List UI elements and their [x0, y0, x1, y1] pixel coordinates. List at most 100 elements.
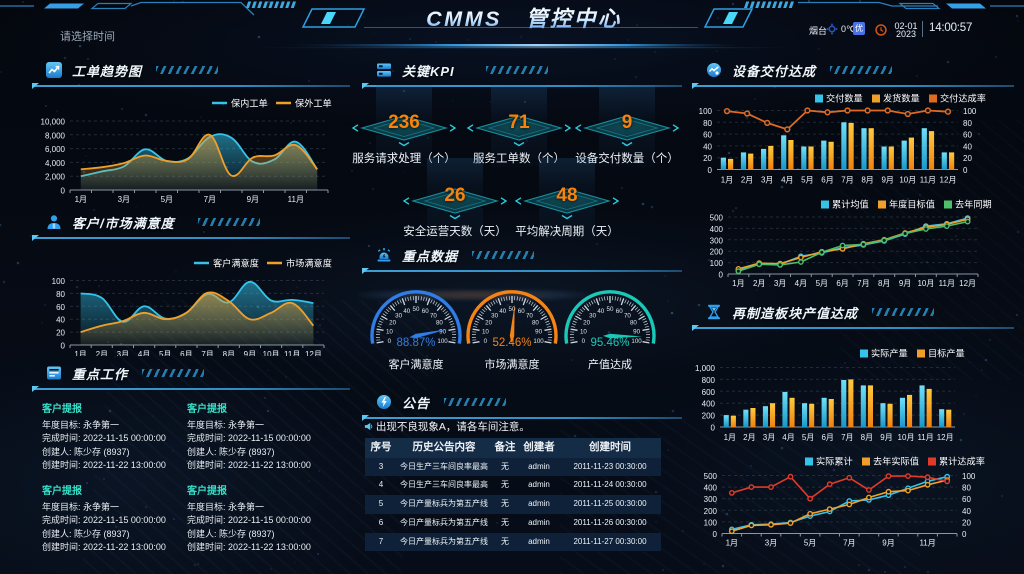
- svg-text:1月: 1月: [721, 176, 733, 185]
- svg-text:3月: 3月: [763, 433, 775, 442]
- svg-text:60: 60: [616, 308, 623, 315]
- svg-text:实际累计: 实际累计: [816, 456, 853, 467]
- svg-text:20: 20: [703, 154, 712, 163]
- svg-text:8月: 8月: [223, 350, 235, 356]
- svg-text:0: 0: [61, 342, 66, 351]
- svg-text:实际产量: 实际产量: [871, 348, 908, 359]
- svg-text:100: 100: [963, 107, 977, 116]
- svg-text:5月: 5月: [816, 279, 828, 288]
- svg-text:100: 100: [699, 107, 713, 116]
- svg-text:交付达成率: 交付达成率: [940, 93, 986, 104]
- svg-text:市场满意度: 市场满意度: [286, 258, 332, 269]
- svg-text:1月: 1月: [726, 539, 738, 548]
- svg-text:12月: 12月: [937, 433, 954, 442]
- svg-text:8月: 8月: [861, 176, 873, 185]
- svg-text:80: 80: [56, 290, 65, 299]
- svg-text:11月: 11月: [284, 350, 300, 356]
- svg-text:3月: 3月: [761, 176, 773, 185]
- svg-text:去年实际值: 去年实际值: [873, 456, 919, 467]
- svg-text:90: 90: [439, 329, 446, 336]
- svg-text:11月: 11月: [919, 539, 935, 548]
- svg-text:5月: 5月: [159, 350, 171, 356]
- svg-text:4月: 4月: [782, 433, 794, 442]
- svg-text:2,000: 2,000: [45, 173, 66, 182]
- svg-text:200: 200: [710, 248, 724, 257]
- svg-text:5月: 5月: [161, 195, 173, 204]
- svg-text:60: 60: [56, 303, 65, 312]
- svg-text:去年同期: 去年同期: [955, 199, 992, 210]
- svg-text:60: 60: [518, 308, 525, 315]
- svg-text:70: 70: [430, 313, 437, 320]
- svg-text:100: 100: [704, 518, 718, 527]
- svg-text:交付数量: 交付数量: [826, 93, 863, 104]
- svg-text:9月: 9月: [882, 539, 894, 548]
- svg-text:40: 40: [962, 507, 971, 516]
- svg-text:0: 0: [962, 530, 967, 539]
- svg-text:0: 0: [708, 166, 713, 175]
- svg-text:1月: 1月: [724, 433, 736, 442]
- svg-text:80: 80: [962, 484, 971, 493]
- svg-text:80: 80: [532, 320, 539, 327]
- svg-text:目标产量: 目标产量: [928, 348, 965, 359]
- svg-text:5月: 5月: [801, 176, 813, 185]
- svg-text:5月: 5月: [804, 539, 816, 548]
- svg-text:11月: 11月: [288, 195, 304, 204]
- svg-text:0: 0: [61, 187, 66, 196]
- svg-text:7月: 7月: [201, 350, 213, 356]
- svg-text:50: 50: [607, 306, 614, 313]
- svg-text:800: 800: [702, 376, 716, 385]
- svg-text:12月: 12月: [305, 350, 322, 356]
- svg-text:9月: 9月: [244, 350, 256, 356]
- svg-text:发货数量: 发货数量: [883, 93, 920, 104]
- svg-text:100: 100: [962, 472, 976, 481]
- svg-text:6月: 6月: [836, 279, 848, 288]
- svg-text:12月: 12月: [959, 279, 976, 288]
- svg-text:7月: 7月: [841, 176, 853, 185]
- svg-text:10月: 10月: [898, 433, 915, 442]
- svg-text:60: 60: [963, 131, 972, 140]
- svg-text:保内工单: 保内工单: [231, 98, 268, 109]
- svg-text:30: 30: [395, 313, 402, 320]
- svg-text:2月: 2月: [741, 176, 753, 185]
- svg-text:7月: 7月: [841, 433, 853, 442]
- svg-text:10: 10: [580, 329, 587, 336]
- svg-text:70: 70: [526, 313, 533, 320]
- svg-text:10月: 10月: [263, 350, 280, 356]
- svg-text:7月: 7月: [843, 539, 855, 548]
- svg-text:80: 80: [703, 119, 712, 128]
- svg-text:100: 100: [437, 338, 448, 345]
- svg-text:30: 30: [491, 313, 498, 320]
- svg-text:500: 500: [710, 214, 724, 223]
- svg-text:100: 100: [710, 259, 724, 268]
- svg-text:50: 50: [509, 306, 516, 313]
- svg-text:60: 60: [422, 308, 429, 315]
- svg-text:200: 200: [704, 507, 718, 516]
- svg-text:70: 70: [624, 313, 631, 320]
- svg-text:20: 20: [56, 329, 65, 338]
- svg-text:8月: 8月: [878, 279, 890, 288]
- svg-text:累计达成率: 累计达成率: [939, 456, 985, 467]
- svg-text:400: 400: [702, 400, 716, 409]
- svg-text:40: 40: [597, 308, 604, 315]
- svg-text:90: 90: [535, 329, 542, 336]
- svg-text:0: 0: [963, 166, 968, 175]
- svg-text:客户满意度: 客户满意度: [213, 258, 259, 269]
- svg-text:30: 30: [589, 313, 596, 320]
- svg-text:0: 0: [713, 530, 718, 539]
- svg-text:10: 10: [482, 329, 489, 336]
- svg-text:600: 600: [702, 388, 716, 397]
- svg-text:11月: 11月: [939, 279, 955, 288]
- svg-text:1月: 1月: [74, 350, 86, 356]
- svg-text:20: 20: [583, 320, 590, 327]
- svg-text:20: 20: [962, 518, 971, 527]
- svg-text:4月: 4月: [138, 350, 150, 356]
- svg-text:100: 100: [52, 277, 66, 286]
- svg-text:9月: 9月: [247, 195, 259, 204]
- svg-text:500: 500: [704, 472, 718, 481]
- svg-text:20: 20: [963, 154, 972, 163]
- svg-text:6月: 6月: [821, 433, 833, 442]
- svg-text:0: 0: [388, 338, 392, 345]
- svg-text:9月: 9月: [880, 433, 892, 442]
- svg-text:7月: 7月: [204, 195, 216, 204]
- svg-text:0: 0: [484, 338, 488, 345]
